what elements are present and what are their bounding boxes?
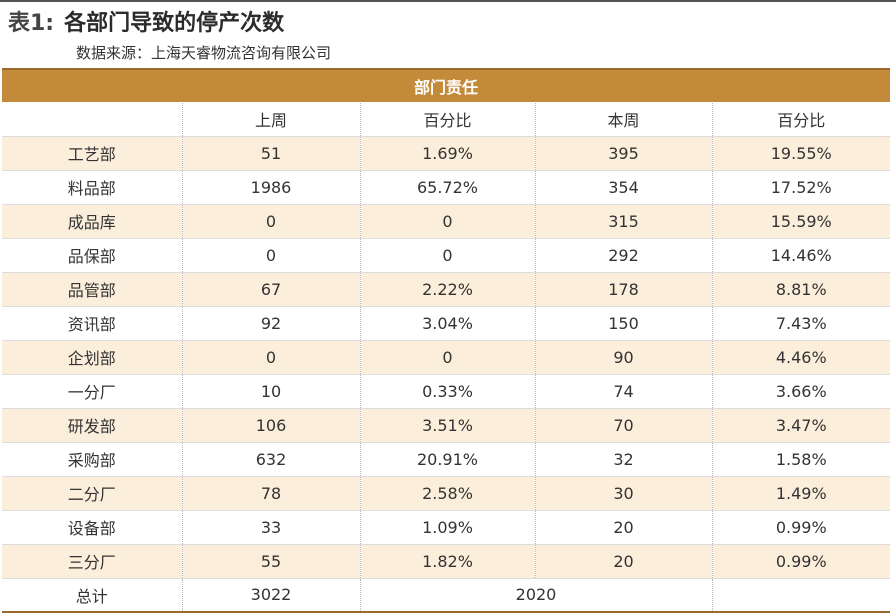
table-row: 料品部 1986 65.72% 354 17.52% — [2, 170, 891, 205]
last-week-pct-cell: 2.58% — [359, 476, 535, 511]
dept-cell: 企划部 — [2, 340, 182, 375]
last-week-cell: 632 — [181, 442, 360, 477]
total-empty — [711, 578, 891, 613]
top-rule — [0, 0, 896, 2]
dept-cell: 一分厂 — [2, 374, 182, 409]
last-week-cell: 55 — [181, 544, 360, 579]
dept-cell: 品管部 — [2, 272, 182, 307]
table-title-text: 各部门导致的停产次数 — [64, 11, 285, 36]
table-row: 三分厂 55 1.82% 20 0.99% — [2, 544, 891, 579]
table-row: 一分厂 10 0.33% 74 3.66% — [2, 374, 891, 409]
dept-cell: 设备部 — [2, 510, 182, 545]
this-week-pct-cell: 1.49% — [711, 476, 891, 511]
table-row: 工艺部 51 1.69% 395 19.55% — [2, 136, 891, 171]
table-row: 研发部 106 3.51% 70 3.47% — [2, 408, 891, 443]
last-week-cell: 92 — [181, 306, 360, 341]
band-row: 部门责任 — [2, 70, 891, 103]
last-week-pct-cell: 1.09% — [359, 510, 535, 545]
total-row: 总计 3022 2020 — [2, 578, 891, 613]
this-week-pct-cell: 15.59% — [711, 204, 891, 239]
downtime-table: 部门责任 上周 百分比 本周 百分比 工艺部 51 1.69% 395 19.55% 料品… — [2, 70, 891, 613]
this-week-pct-cell: 1.58% — [711, 442, 891, 477]
this-week-cell: 20 — [534, 510, 712, 545]
dept-cell: 料品部 — [2, 170, 182, 205]
total-label: 总计 — [2, 578, 182, 613]
this-week-cell: 30 — [534, 476, 712, 511]
column-header-last-week-pct: 百分比 — [359, 102, 535, 137]
this-week-pct-cell: 3.47% — [711, 408, 891, 443]
band-title: 部门责任 — [2, 70, 891, 103]
last-week-pct-cell: 0 — [359, 204, 535, 239]
table-row: 成品库 0 0 315 15.59% — [2, 204, 891, 239]
last-week-pct-cell: 65.72% — [359, 170, 535, 205]
dept-cell: 资讯部 — [2, 306, 182, 341]
last-week-cell: 51 — [181, 136, 360, 171]
table-row: 二分厂 78 2.58% 30 1.49% — [2, 476, 891, 511]
total-last-week: 3022 — [181, 578, 360, 613]
this-week-cell: 90 — [534, 340, 712, 375]
last-week-cell: 0 — [181, 204, 360, 239]
dept-cell: 成品库 — [2, 204, 182, 239]
table-row: 品保部 0 0 292 14.46% — [2, 238, 891, 273]
table-row: 企划部 0 0 90 4.46% — [2, 340, 891, 375]
this-week-pct-cell: 0.99% — [711, 510, 891, 545]
last-week-cell: 67 — [181, 272, 360, 307]
column-header-dept — [2, 102, 182, 137]
last-week-cell: 33 — [181, 510, 360, 545]
last-week-pct-cell: 1.69% — [359, 136, 535, 171]
dept-cell: 二分厂 — [2, 476, 182, 511]
this-week-pct-cell: 8.81% — [711, 272, 891, 307]
this-week-pct-cell: 3.66% — [711, 374, 891, 409]
this-week-cell: 32 — [534, 442, 712, 477]
this-week-cell: 395 — [534, 136, 712, 171]
this-week-pct-cell: 0.99% — [711, 544, 891, 579]
column-header-this-week-pct: 百分比 — [711, 102, 891, 137]
dept-cell: 品保部 — [2, 238, 182, 273]
table-row: 资讯部 92 3.04% 150 7.43% — [2, 306, 891, 341]
dept-cell: 三分厂 — [2, 544, 182, 579]
last-week-pct-cell: 0 — [359, 340, 535, 375]
last-week-cell: 1986 — [181, 170, 360, 205]
header-rule — [2, 68, 890, 70]
this-week-cell: 292 — [534, 238, 712, 273]
column-header-this-week: 本周 — [534, 102, 712, 137]
this-week-cell: 20 — [534, 544, 712, 579]
last-week-pct-cell: 3.04% — [359, 306, 535, 341]
last-week-cell: 10 — [181, 374, 360, 409]
dept-cell: 采购部 — [2, 442, 182, 477]
this-week-cell: 150 — [534, 306, 712, 341]
last-week-pct-cell: 0 — [359, 238, 535, 273]
last-week-cell: 106 — [181, 408, 360, 443]
this-week-cell: 178 — [534, 272, 712, 307]
this-week-pct-cell: 7.43% — [711, 306, 891, 341]
table-title: 表1: 各部门导致的停产次数 — [8, 9, 284, 39]
last-week-cell: 0 — [181, 238, 360, 273]
last-week-pct-cell: 1.82% — [359, 544, 535, 579]
table-row: 设备部 33 1.09% 20 0.99% — [2, 510, 891, 545]
last-week-cell: 78 — [181, 476, 360, 511]
data-source: 数据来源：上海天睿物流咨询有限公司 — [76, 44, 332, 62]
this-week-pct-cell: 4.46% — [711, 340, 891, 375]
last-week-cell: 0 — [181, 340, 360, 375]
table-row: 品管部 67 2.22% 178 8.81% — [2, 272, 891, 307]
total-this-week: 2020 — [359, 578, 712, 613]
last-week-pct-cell: 20.91% — [359, 442, 535, 477]
this-week-pct-cell: 17.52% — [711, 170, 891, 205]
last-week-pct-cell: 3.51% — [359, 408, 535, 443]
dept-cell: 工艺部 — [2, 136, 182, 171]
this-week-cell: 315 — [534, 204, 712, 239]
table-number: 表1: — [8, 11, 55, 36]
column-header-last-week: 上周 — [181, 102, 360, 137]
this-week-pct-cell: 14.46% — [711, 238, 891, 273]
column-header-row: 上周 百分比 本周 百分比 — [2, 102, 891, 137]
last-week-pct-cell: 0.33% — [359, 374, 535, 409]
this-week-cell: 354 — [534, 170, 712, 205]
last-week-pct-cell: 2.22% — [359, 272, 535, 307]
dept-cell: 研发部 — [2, 408, 182, 443]
this-week-pct-cell: 19.55% — [711, 136, 891, 171]
table-row: 采购部 632 20.91% 32 1.58% — [2, 442, 891, 477]
this-week-cell: 70 — [534, 408, 712, 443]
this-week-cell: 74 — [534, 374, 712, 409]
